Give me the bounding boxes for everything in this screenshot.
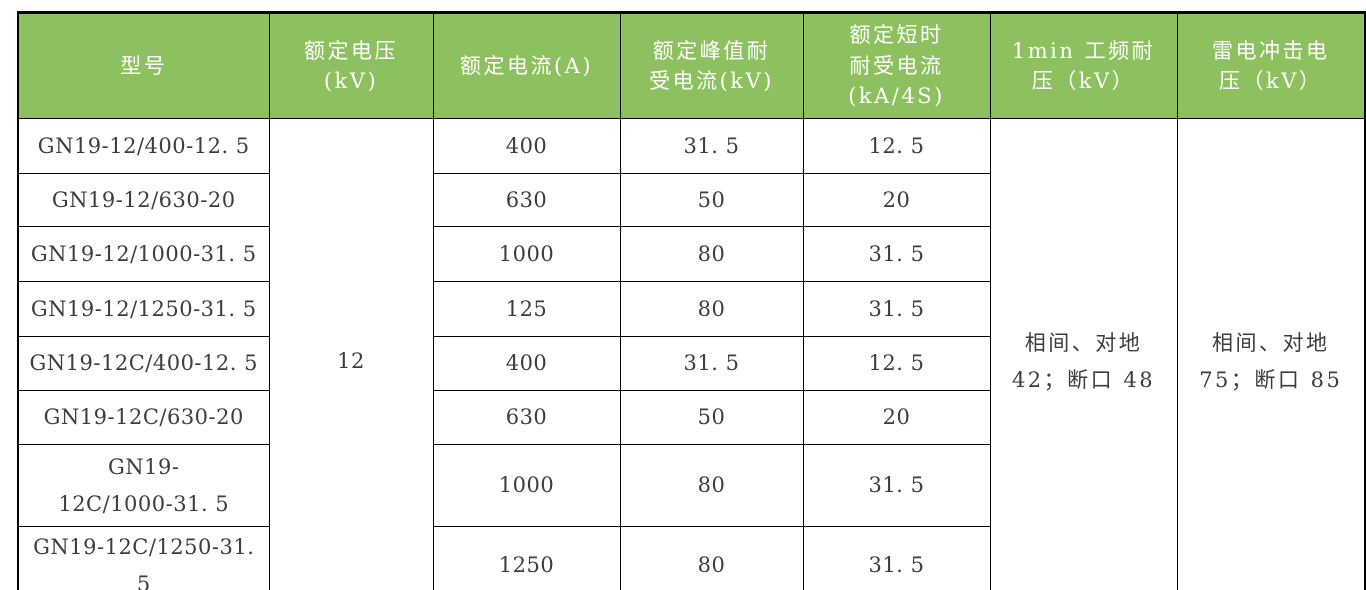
short-time-cell: 31. 5	[802, 444, 991, 527]
table-row: GN19-12/1250-31. 5 125 80 31. 5	[17, 281, 1365, 337]
table-row: GN19-12/1000-31. 5 1000 80 31. 5	[17, 226, 1365, 282]
model-cell: GN19-12C/1250-31. 5	[17, 526, 270, 590]
table-row: GN19-12/400-12. 5 12 400 31. 5 12. 5 相间、…	[17, 118, 1366, 590]
model-cell: GN19-12C/400-12. 5	[17, 336, 270, 391]
model-cell: GN19-12/1250-31. 5	[17, 281, 270, 337]
short-time-cell: 31. 5	[802, 226, 991, 282]
header-lightning-impulse-voltage: 雷电冲击电 压（kV）	[1176, 12, 1366, 119]
model-cell: GN19-12/1000-31. 5	[17, 226, 270, 282]
table-row: GN19-12C/400-12. 5 400 31. 5 12. 5	[17, 336, 1365, 391]
header-peak-withstand-current: 额定峰值耐 受电流(kV)	[619, 12, 804, 119]
short-time-cell: 20	[802, 173, 991, 227]
short-time-cell: 12. 5	[802, 336, 991, 391]
header-rated-voltage: 额定电压 (kV)	[268, 12, 434, 119]
short-time-cell: 31. 5	[802, 281, 991, 337]
current-cell: 630	[432, 390, 621, 445]
table-row: GN19-12C/1250-31. 5 1250 80 31. 5	[17, 526, 1365, 590]
header-row: 型号 额定电压 (kV) 额定电流(A) 额定峰值耐 受电流(kV) 额定短时 …	[17, 12, 1366, 119]
model-cell: GN19-12C/630-20	[17, 390, 270, 445]
short-time-cell: 12. 5	[802, 118, 991, 174]
peak-cell: 31. 5	[619, 118, 804, 174]
table-row: GN19-12C/630-20 630 50 20	[17, 390, 1365, 445]
table-row: GN19- 12C/1000-31. 5 1000 80 31. 5	[17, 444, 1365, 527]
peak-cell: 80	[619, 226, 804, 282]
peak-cell: 50	[619, 390, 804, 445]
peak-cell: 80	[619, 526, 804, 590]
short-time-cell: 31. 5	[802, 526, 991, 590]
header-model: 型号	[17, 12, 270, 119]
peak-cell: 80	[619, 281, 804, 337]
current-cell: 1000	[432, 444, 621, 527]
rated-voltage-cell: 12	[268, 118, 434, 590]
peak-cell: 31. 5	[619, 336, 804, 391]
header-rated-current: 额定电流(A)	[432, 12, 621, 119]
current-cell: 400	[432, 336, 621, 391]
header-short-time-withstand-current: 额定短时 耐受电流 (kA/4S)	[802, 12, 991, 119]
current-cell: 630	[432, 173, 621, 227]
short-time-cell: 20	[802, 390, 991, 445]
model-cell: GN19-12/630-20	[17, 173, 270, 227]
current-cell: 1000	[432, 226, 621, 282]
current-cell: 1250	[432, 526, 621, 590]
model-cell: GN19- 12C/1000-31. 5	[17, 444, 270, 527]
header-power-frequency-withstand-voltage: 1min 工频耐 压（kV）	[989, 12, 1178, 119]
lightning-impulse-cell: 相间、对地 75；断口 85	[1176, 118, 1366, 590]
peak-cell: 80	[619, 444, 804, 527]
power-frequency-withstand-cell: 相间、对地 42；断口 48	[989, 118, 1178, 590]
model-cell: GN19-12/400-12. 5	[17, 118, 270, 174]
current-cell: 400	[432, 118, 621, 174]
current-cell: 125	[432, 281, 621, 337]
spec-table: 型号 额定电压 (kV) 额定电流(A) 额定峰值耐 受电流(kV) 额定短时 …	[17, 11, 1366, 590]
peak-cell: 50	[619, 173, 804, 227]
